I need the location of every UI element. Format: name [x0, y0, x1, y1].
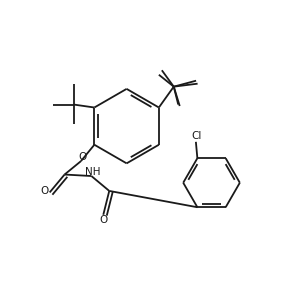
Text: NH: NH: [85, 167, 101, 177]
Text: O: O: [40, 186, 48, 196]
Text: O: O: [78, 152, 87, 162]
Text: Cl: Cl: [191, 131, 202, 141]
Text: O: O: [99, 215, 107, 225]
